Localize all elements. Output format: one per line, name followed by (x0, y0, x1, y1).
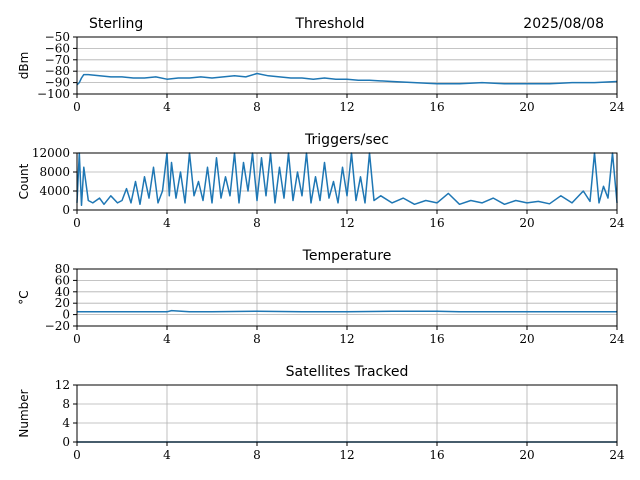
x-tick-label: 24 (609, 100, 625, 114)
header-date: 2025/08/08 (523, 16, 604, 32)
x-tick-label: 16 (429, 216, 444, 230)
x-tick-label: 0 (73, 332, 81, 346)
x-tick-label: 8 (253, 100, 261, 114)
y-tick-label: 0 (62, 203, 70, 217)
x-tick-label: 4 (163, 332, 171, 346)
x-tick-label: 8 (253, 448, 261, 462)
header-center-title: Threshold (295, 16, 365, 32)
x-tick-label: 16 (429, 332, 444, 346)
series-line (77, 309, 617, 313)
panel-title: Temperature (302, 248, 392, 264)
series-line (76, 72, 618, 86)
panel-1: 0 4 8 12 16 20 24 0 4000 8000 12000 Triggers/sec Cou… (17, 132, 625, 230)
y-axis-label: Number (17, 389, 31, 437)
y-tick-label: −20 (45, 319, 70, 333)
x-tick-label: 12 (339, 216, 354, 230)
y-tick-label: 0 (62, 435, 70, 449)
x-tick-label: 24 (609, 448, 625, 462)
y-tick-label: −80 (45, 64, 70, 78)
y-tick-label: 12000 (32, 146, 70, 160)
y-tick-label: 80 (55, 262, 70, 276)
x-tick-label: 12 (339, 332, 354, 346)
x-tick-label: 24 (609, 332, 625, 346)
x-tick-label: 12 (339, 100, 354, 114)
y-axis-label: °C (17, 290, 31, 304)
y-tick-label: 12 (55, 378, 70, 392)
y-tick-label: 0 (62, 308, 70, 322)
x-tick-label: 4 (163, 100, 171, 114)
x-tick-label: 4 (163, 216, 171, 230)
x-tick-label: 4 (163, 448, 171, 462)
y-axis-label: dBm (17, 52, 31, 80)
y-tick-label: 40 (55, 285, 70, 299)
y-tick-label: 4 (62, 416, 70, 430)
y-tick-label: −90 (45, 76, 70, 90)
panels: 0 4 8 12 16 20 24 −100−90−80−70−60−50 dBm 0 4 8 12 16… (17, 30, 625, 462)
y-tick-label: −70 (45, 53, 70, 67)
y-tick-label: 8000 (39, 165, 70, 179)
x-tick-label: 20 (519, 448, 534, 462)
x-tick-label: 0 (73, 448, 81, 462)
panel-title: Triggers/sec (304, 132, 389, 148)
x-tick-label: 20 (519, 216, 534, 230)
x-tick-label: 20 (519, 100, 534, 114)
x-tick-label: 8 (253, 216, 261, 230)
x-tick-label: 8 (253, 332, 261, 346)
y-tick-label: −50 (45, 30, 70, 44)
x-tick-label: 24 (609, 216, 625, 230)
panel-title: Satellites Tracked (286, 364, 409, 380)
y-tick-label: 20 (55, 296, 70, 310)
y-tick-label: 60 (55, 273, 70, 287)
y-tick-label: −100 (37, 87, 70, 101)
series-line (76, 152, 618, 207)
y-axis-label: Count (17, 163, 31, 199)
x-tick-label: 12 (339, 448, 354, 462)
x-tick-label: 20 (519, 332, 534, 346)
x-tick-label: 16 (429, 100, 444, 114)
y-tick-label: 8 (62, 397, 70, 411)
panel-0: 0 4 8 12 16 20 24 −100−90−80−70−60−50 dBm (17, 30, 625, 114)
x-tick-label: 0 (73, 100, 81, 114)
panel-3: 0 4 8 12 16 20 24 0 4 8 12 Satellites Tracked Number (17, 364, 625, 462)
x-tick-label: 16 (429, 448, 444, 462)
y-tick-label: 4000 (39, 184, 70, 198)
header-location: Sterling (89, 16, 143, 32)
y-tick-label: −60 (45, 41, 70, 55)
x-tick-label: 0 (73, 216, 81, 230)
